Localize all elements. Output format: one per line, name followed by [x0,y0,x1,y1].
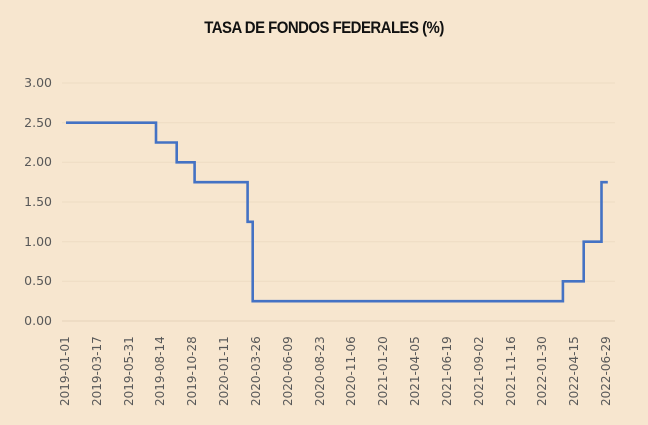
x-tick-label: 2022-04-15 [567,336,582,406]
y-tick-label: 2.00 [24,154,52,170]
x-tick-label: 2020-03-26 [248,336,263,406]
y-tick-label: 1.50 [24,194,52,209]
x-tick-label: 2019-08-14 [153,336,168,406]
x-tick-label: 2020-11-06 [344,336,359,406]
chart-title: TASA DE FONDOS FEDERALES (%) [204,18,444,37]
x-tick-label: 2021-11-16 [503,336,518,406]
x-tick-label: 2020-01-11 [217,336,232,406]
y-tick-label: 2.50 [24,114,52,130]
x-tick-label: 2019-01-01 [58,336,72,406]
y-tick-label: 1.00 [24,233,52,249]
x-tick-label: 2019-03-17 [89,336,104,406]
x-tick-label: 2022-06-29 [599,336,613,406]
x-tick-label: 2021-06-19 [439,336,454,406]
x-tick-label: 2019-05-31 [121,336,136,406]
gridlines [62,82,615,282]
y-tick-label: 0.50 [24,273,52,289]
x-tick-label: 2022-01-30 [535,336,550,406]
x-tick-label: 2019-10-28 [185,336,200,406]
x-tick-label: 2021-09-02 [471,336,486,406]
x-tick-label: 2020-06-09 [280,336,295,406]
y-tick-label: 3.00 [24,75,52,90]
data-line [66,121,608,303]
x-tick-label: 2020-08-23 [312,336,327,406]
x-tick-label: 2021-01-20 [376,336,391,406]
x-tick-label: 2021-04-05 [408,336,423,406]
y-tick-label: 0.00 [24,313,52,328]
